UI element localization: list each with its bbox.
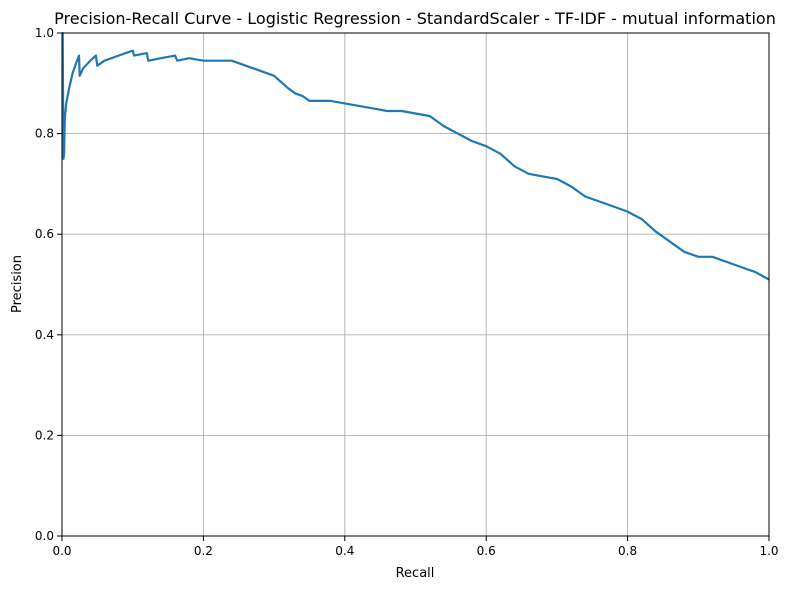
- y-tick-label: 0.0: [35, 529, 54, 543]
- y-axis-ticks: 0.0 0.2 0.4 0.6 0.8 1.0: [35, 26, 62, 543]
- x-axis-ticks: 0.0 0.2 0.4 0.6 0.8 1.0: [52, 536, 779, 558]
- grid-lines: [61, 32, 770, 537]
- y-tick-label: 0.2: [35, 428, 54, 442]
- plot-frame: [61, 32, 770, 537]
- x-tick-label: 0.6: [477, 544, 496, 558]
- y-tick-label: 1.0: [35, 26, 54, 40]
- y-axis-label: Precision: [10, 255, 25, 313]
- x-tick-label: 0.8: [618, 544, 637, 558]
- series-layer: [61, 31, 770, 281]
- chart-title: Precision-Recall Curve - Logistic Regres…: [54, 9, 776, 28]
- x-tick-label: 0.0: [52, 544, 71, 558]
- y-tick-label: 0.8: [35, 127, 54, 141]
- x-tick-label: 0.4: [335, 544, 354, 558]
- x-tick-label: 0.2: [194, 544, 213, 558]
- y-tick-label: 0.4: [35, 328, 54, 342]
- x-tick-label: 1.0: [759, 544, 778, 558]
- y-tick-label: 0.6: [35, 227, 54, 241]
- x-axis-label: Recall: [396, 566, 435, 581]
- pr-curve-line: [61, 31, 770, 281]
